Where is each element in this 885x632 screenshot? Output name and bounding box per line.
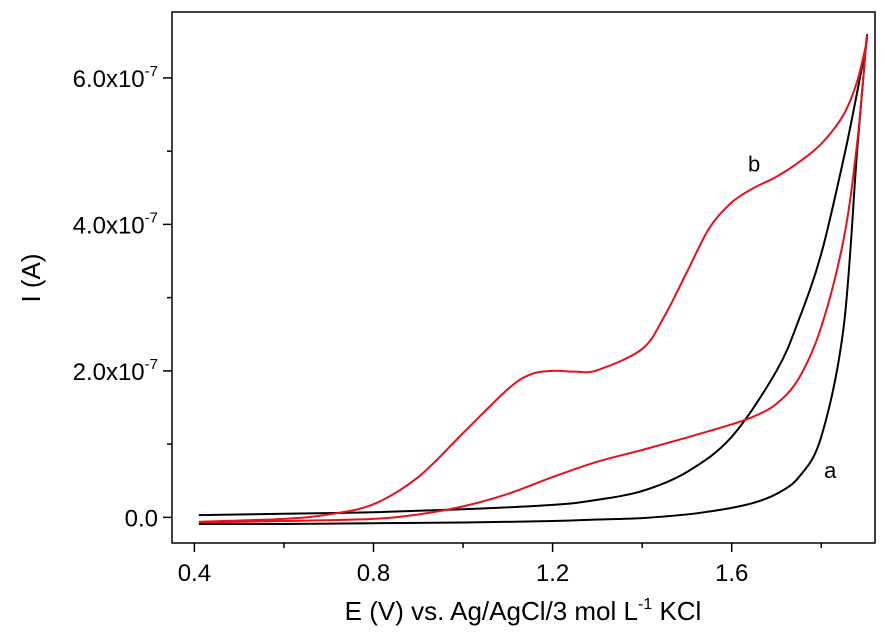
curve-labels: ab: [748, 152, 837, 483]
y-tick-label: 6.0x10-7: [73, 63, 158, 93]
y-tick-label: 4.0x10-7: [73, 209, 158, 239]
x-axis-title-suffix: KCl: [652, 596, 701, 626]
x-tick-label: 0.4: [178, 560, 211, 587]
y-tick-labels: 0.0 2.0x10-7 4.0x10-7 6.0x10-7: [73, 63, 158, 532]
y-axis-title: I (A): [16, 253, 46, 302]
x-tick-labels: 0.4 0.8 1.2 1.6: [178, 560, 749, 587]
series-b-line: [198, 35, 869, 524]
x-tick-label: 0.8: [357, 560, 390, 587]
x-tick-label: 1.2: [536, 560, 569, 587]
series-layer: [198, 34, 869, 526]
series-b-label: b: [748, 152, 760, 177]
series-a-line: [198, 34, 869, 526]
x-axis-title-main: E (V) vs. Ag/AgCl/3 mol L: [345, 596, 638, 626]
plot-frame: [171, 11, 876, 544]
y-tick-label: 0.0: [125, 505, 158, 532]
x-axis-title-superscript: -1: [638, 596, 652, 613]
y-tick-label: 2.0x10-7: [73, 356, 158, 386]
tick-marks: [163, 77, 823, 552]
x-tick-label: 1.6: [715, 560, 748, 587]
series-a-label: a: [824, 458, 837, 483]
x-axis-title: E (V) vs. Ag/AgCl/3 mol L-1 KCl: [345, 596, 702, 626]
